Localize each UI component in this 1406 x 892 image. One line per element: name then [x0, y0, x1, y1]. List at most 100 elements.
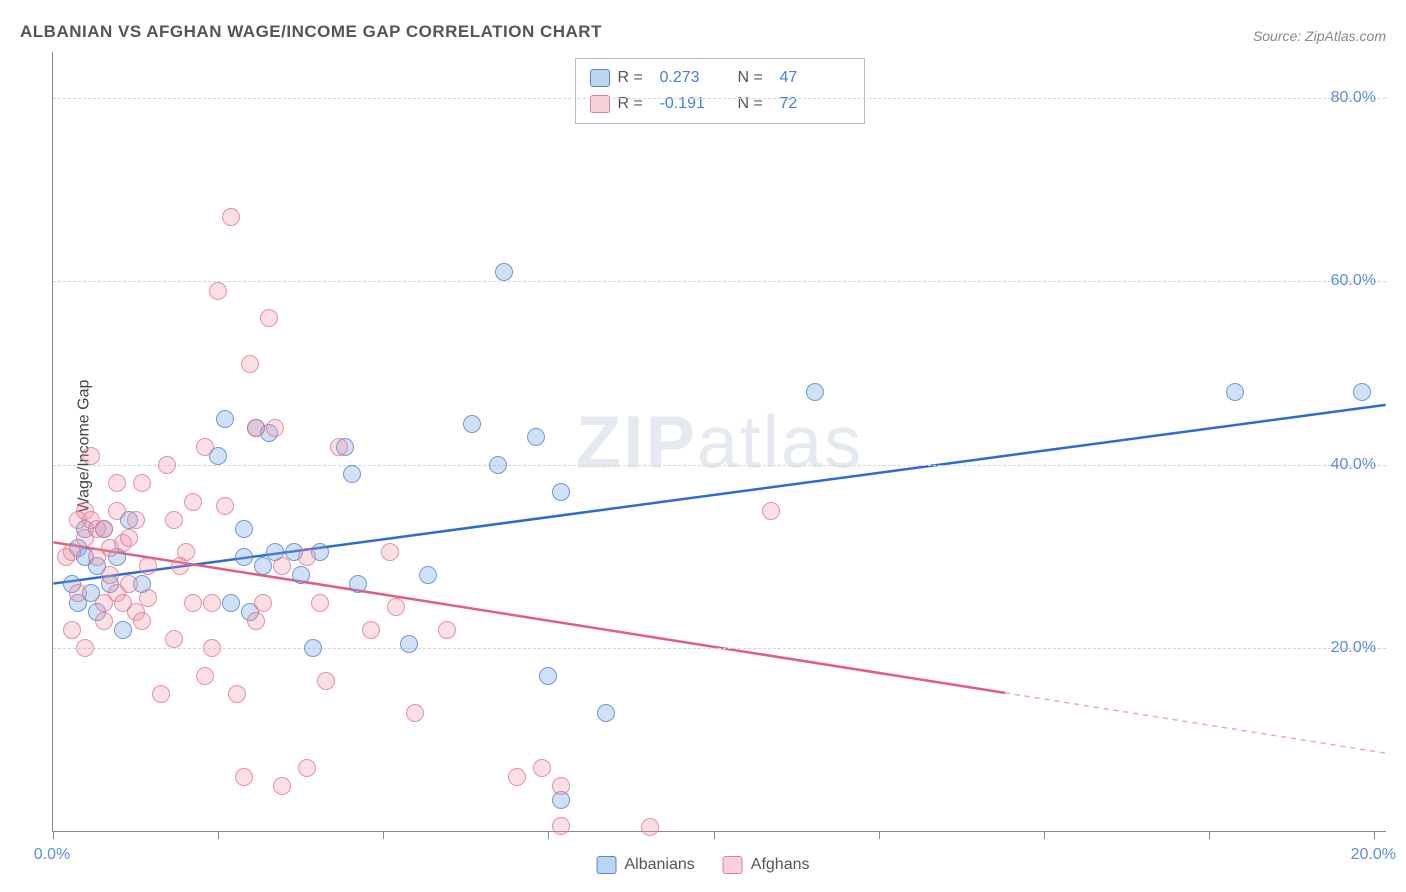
point-afghans	[120, 529, 138, 547]
point-albanians	[527, 428, 545, 446]
point-afghans	[95, 520, 113, 538]
chart-container: ALBANIAN VS AFGHAN WAGE/INCOME GAP CORRE…	[0, 0, 1406, 892]
point-albanians	[292, 566, 310, 584]
point-albanians	[304, 639, 322, 657]
point-afghans	[196, 438, 214, 456]
point-afghans	[63, 543, 81, 561]
plot-area: ZIPatlas R = 0.273 N = 47 R = -0.191 N =…	[52, 52, 1386, 832]
point-afghans	[362, 621, 380, 639]
point-albanians	[400, 635, 418, 653]
point-afghans	[95, 612, 113, 630]
trend-lines	[53, 52, 1386, 831]
point-afghans	[184, 594, 202, 612]
point-afghans	[196, 667, 214, 685]
point-afghans	[317, 672, 335, 690]
xtick	[1209, 831, 1210, 839]
point-afghans	[158, 456, 176, 474]
point-afghans	[273, 777, 291, 795]
point-afghans	[127, 511, 145, 529]
watermark-atlas: atlas	[697, 400, 863, 483]
n-value-albanians: 47	[780, 69, 850, 87]
legend-series: Albanians Afghans	[597, 856, 810, 874]
xtick	[1044, 831, 1045, 839]
point-afghans	[438, 621, 456, 639]
xtick-label: 0.0%	[34, 846, 70, 864]
point-albanians	[349, 575, 367, 593]
point-afghans	[139, 557, 157, 575]
xtick	[879, 831, 880, 839]
point-afghans	[298, 759, 316, 777]
point-afghans	[387, 598, 405, 616]
point-afghans	[228, 685, 246, 703]
legend-row-afghans: R = -0.191 N = 72	[590, 91, 850, 117]
point-afghans	[533, 759, 551, 777]
gridline	[53, 648, 1386, 649]
xtick	[1374, 831, 1375, 839]
gridline	[53, 465, 1386, 466]
point-afghans	[108, 474, 126, 492]
swatch-albanians-icon	[590, 69, 610, 87]
point-afghans	[152, 685, 170, 703]
point-albanians	[539, 667, 557, 685]
point-afghans	[247, 419, 265, 437]
point-afghans	[133, 474, 151, 492]
r-label: R =	[618, 69, 652, 87]
ytick-label: 60.0%	[1331, 272, 1376, 290]
legend-label-albanians: Albanians	[625, 856, 695, 874]
swatch-albanians-icon	[597, 856, 617, 874]
watermark-zip: ZIP	[576, 400, 697, 483]
point-albanians	[235, 520, 253, 538]
point-afghans	[247, 612, 265, 630]
point-afghans	[762, 502, 780, 520]
point-afghans	[552, 817, 570, 835]
point-afghans	[330, 438, 348, 456]
xtick	[714, 831, 715, 839]
chart-title: ALBANIAN VS AFGHAN WAGE/INCOME GAP CORRE…	[20, 22, 602, 42]
point-afghans	[260, 309, 278, 327]
point-albanians	[806, 383, 824, 401]
point-afghans	[381, 543, 399, 561]
point-afghans	[222, 208, 240, 226]
point-afghans	[120, 575, 138, 593]
point-afghans	[76, 639, 94, 657]
point-albanians	[1353, 383, 1371, 401]
xtick	[548, 831, 549, 839]
point-albanians	[1226, 383, 1244, 401]
point-albanians	[495, 263, 513, 281]
point-albanians	[489, 456, 507, 474]
xtick	[218, 831, 219, 839]
point-afghans	[203, 639, 221, 657]
point-albanians	[254, 557, 272, 575]
legend-correlation: R = 0.273 N = 47 R = -0.191 N = 72	[575, 58, 865, 124]
r-value-albanians: 0.273	[660, 69, 730, 87]
point-albanians	[222, 594, 240, 612]
point-afghans	[139, 589, 157, 607]
ytick-label: 20.0%	[1331, 639, 1376, 657]
point-albanians	[114, 621, 132, 639]
swatch-afghans-icon	[723, 856, 743, 874]
n-label: N =	[738, 69, 772, 87]
point-afghans	[69, 584, 87, 602]
point-albanians	[235, 548, 253, 566]
point-afghans	[266, 419, 284, 437]
legend-item-albanians: Albanians	[597, 856, 695, 874]
point-albanians	[463, 415, 481, 433]
point-albanians	[419, 566, 437, 584]
point-afghans	[552, 777, 570, 795]
point-afghans	[273, 557, 291, 575]
source-label: Source: ZipAtlas.com	[1253, 28, 1386, 44]
point-albanians	[343, 465, 361, 483]
point-afghans	[101, 566, 119, 584]
point-afghans	[165, 511, 183, 529]
point-afghans	[108, 502, 126, 520]
point-afghans	[177, 543, 195, 561]
point-afghans	[406, 704, 424, 722]
point-afghans	[254, 594, 272, 612]
point-albanians	[216, 410, 234, 428]
gridline	[53, 281, 1386, 282]
xtick-label: 20.0%	[1351, 846, 1396, 864]
point-afghans	[298, 548, 316, 566]
gridline	[53, 98, 1386, 99]
ytick-label: 80.0%	[1331, 89, 1376, 107]
point-albanians	[552, 483, 570, 501]
